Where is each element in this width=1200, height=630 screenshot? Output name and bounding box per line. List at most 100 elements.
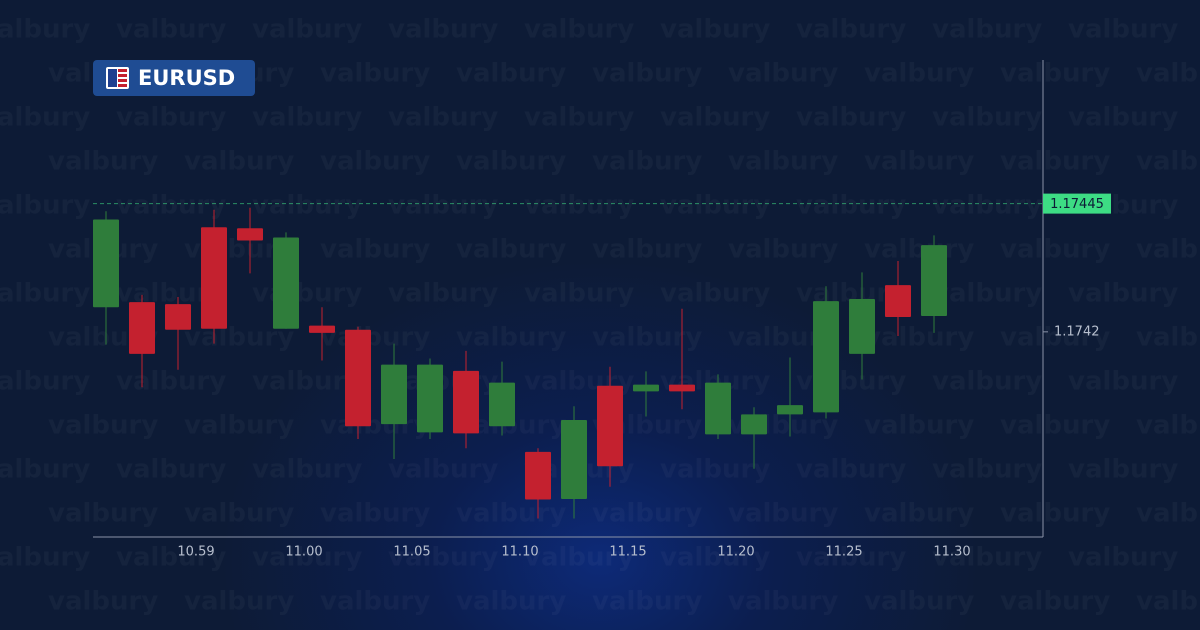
x-tick-label: 11.05 [393, 545, 430, 560]
watermark: valbury [388, 191, 498, 221]
watermark: valbury [1136, 411, 1200, 441]
watermark: valbury [864, 411, 974, 441]
watermark: valbury [1136, 235, 1200, 265]
candle-body [489, 382, 515, 427]
watermark: valbury [524, 279, 634, 309]
watermark: valbury [660, 191, 770, 221]
watermark: valbury [388, 15, 498, 45]
watermark: valbury [1136, 499, 1200, 529]
watermark: valbury [524, 191, 634, 221]
watermark: valbury [932, 367, 1042, 397]
watermark: valbury [116, 191, 226, 221]
watermark: valbury [1068, 455, 1178, 485]
watermark: valbury [660, 15, 770, 45]
watermark: valbury [728, 235, 838, 265]
symbol: EURUSD [138, 66, 235, 90]
x-tick-label: 11.00 [285, 545, 322, 560]
watermark: valbury [0, 455, 90, 485]
candle-body [93, 219, 119, 308]
watermark: valbury [796, 15, 906, 45]
candle-body [561, 420, 587, 500]
candle-body [885, 285, 911, 317]
watermark: valbury [864, 499, 974, 529]
watermark: valbury [932, 191, 1042, 221]
watermark: valbury [0, 367, 90, 397]
watermark: valbury [0, 103, 90, 133]
watermark: valbury [320, 499, 430, 529]
watermark: valbury [1000, 499, 1110, 529]
watermark: valbury [320, 147, 430, 177]
watermark: valbury [320, 411, 430, 441]
watermark: valbury [184, 147, 294, 177]
watermark: valbury [0, 191, 90, 221]
watermark: valbury [456, 235, 566, 265]
watermark: valbury [592, 147, 702, 177]
candle-body [525, 451, 551, 500]
watermark: valbury [1000, 411, 1110, 441]
candle-body [273, 237, 299, 329]
watermark: valbury [864, 59, 974, 89]
candle-body [633, 384, 659, 392]
watermark: valbury [796, 367, 906, 397]
watermark: valbury [184, 499, 294, 529]
watermark: valbury [1068, 367, 1178, 397]
candle-body [921, 245, 947, 316]
x-tick-label: 11.30 [933, 545, 970, 560]
watermark: valbury [796, 191, 906, 221]
watermark: valbury [592, 587, 702, 617]
watermark: valbury [728, 587, 838, 617]
x-tick-label: 11.10 [501, 545, 538, 560]
watermark: valbury [1136, 587, 1200, 617]
watermark: valbury [252, 15, 362, 45]
x-tick-label: 11.15 [609, 545, 646, 560]
watermark: valbury [1136, 147, 1200, 177]
watermark: valbury [48, 499, 158, 529]
watermark: valbury [116, 455, 226, 485]
watermark: valbury [320, 235, 430, 265]
watermark: valbury [456, 499, 566, 529]
candle-body [453, 370, 479, 434]
candle-body [813, 301, 839, 413]
watermark: valbury [456, 587, 566, 617]
candle-body [417, 364, 443, 433]
watermark: valbury [932, 103, 1042, 133]
watermark: valbury [660, 279, 770, 309]
watermark: valbury [864, 235, 974, 265]
y-tick-label: 1.1742 [1054, 324, 1100, 339]
candle-body [237, 228, 263, 241]
watermark: valbury [0, 279, 90, 309]
watermark: valbury [1068, 543, 1178, 573]
symbol-badge [93, 60, 255, 96]
flag-icon [106, 67, 129, 89]
watermark: valbury [184, 587, 294, 617]
watermark: valbury [728, 147, 838, 177]
watermark: valbury [592, 59, 702, 89]
watermark: valbury [116, 15, 226, 45]
watermark: valbury [660, 103, 770, 133]
watermark: valbury [796, 103, 906, 133]
watermark: valbury [0, 15, 90, 45]
candle-body [345, 329, 371, 427]
watermark: valbury [388, 279, 498, 309]
watermark: valbury [252, 279, 362, 309]
watermark: valbury [252, 103, 362, 133]
watermark: valbury [592, 235, 702, 265]
watermark: valbury [524, 103, 634, 133]
watermark: valbury [48, 411, 158, 441]
watermark: valbury [1000, 147, 1110, 177]
watermark: valbury [0, 543, 90, 573]
candle-body [309, 325, 335, 333]
watermark: valbury [1000, 235, 1110, 265]
candle-body [165, 304, 191, 330]
watermark: valbury [116, 367, 226, 397]
candle-body [669, 384, 695, 392]
watermark: valbury [1000, 59, 1110, 89]
watermark: valbury [456, 59, 566, 89]
watermark: valbury [864, 587, 974, 617]
x-tick-label: 11.20 [717, 545, 754, 560]
watermark: valbury [592, 323, 702, 353]
x-tick-label: 11.25 [825, 545, 862, 560]
watermark: valbury [456, 323, 566, 353]
